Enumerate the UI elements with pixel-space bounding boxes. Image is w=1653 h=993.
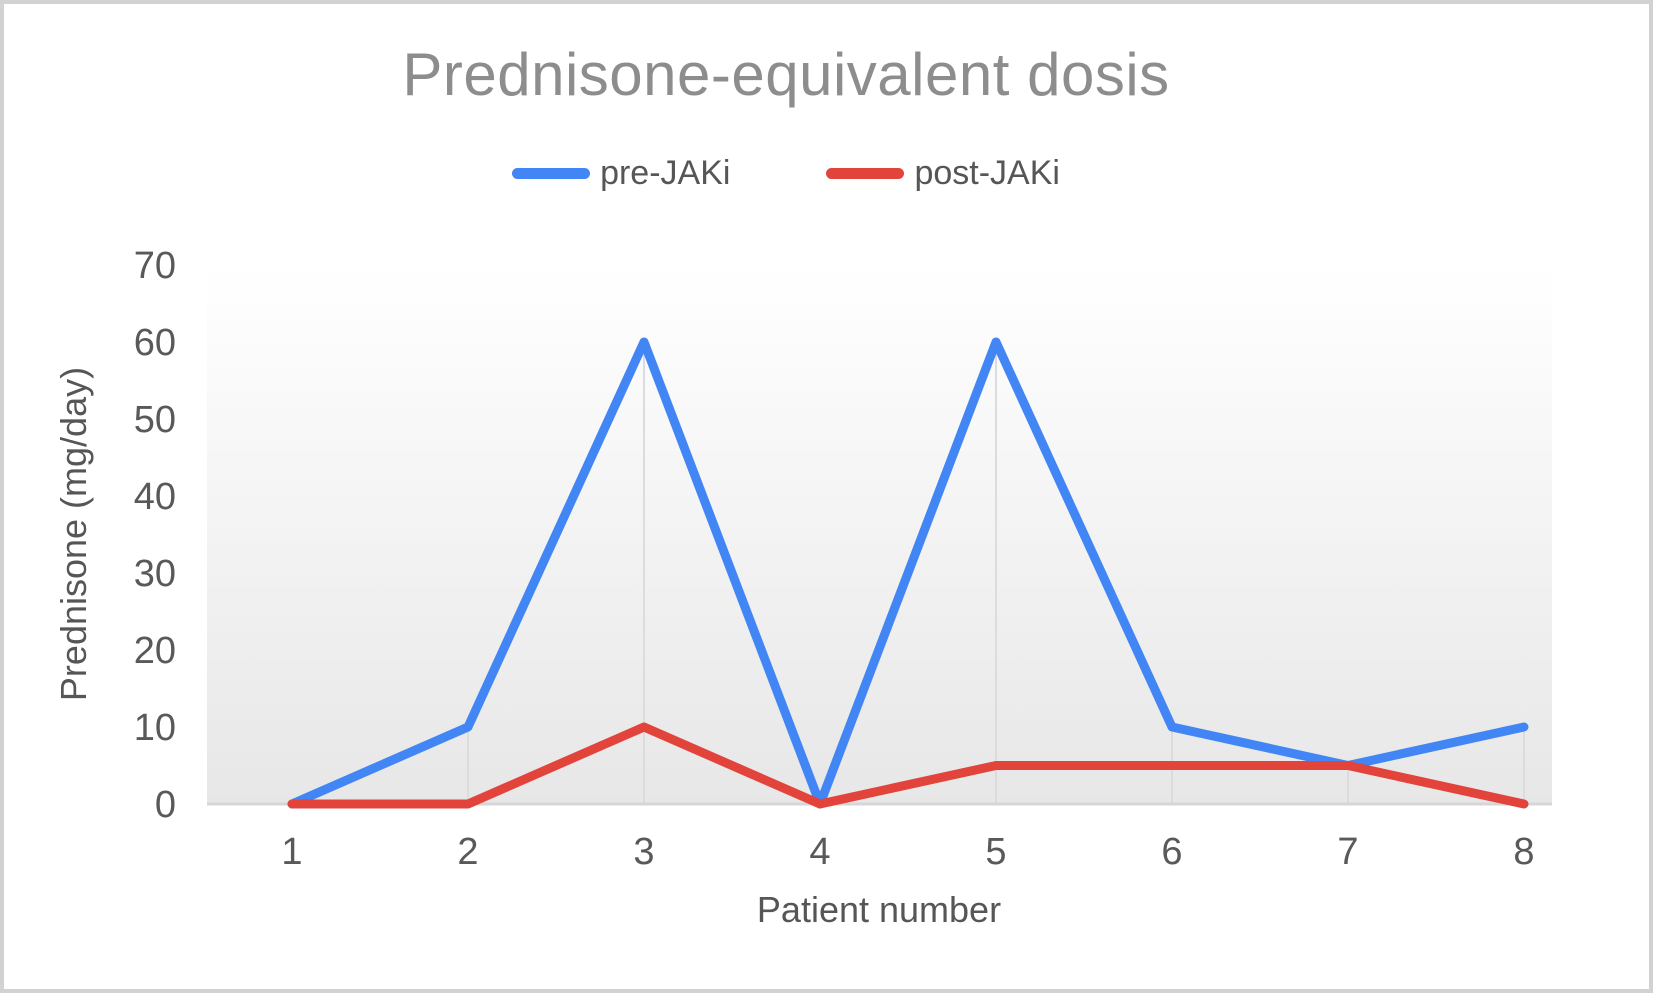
pre-jaki-swatch-icon — [512, 168, 591, 179]
y-axis-tick-label: 20 — [134, 630, 176, 672]
x-axis-tick-label: 5 — [985, 831, 1006, 873]
y-axis-tick-label: 70 — [134, 245, 176, 287]
legend-item-pre-jaki: pre-JAKi — [512, 154, 730, 193]
y-axis-tick-label: 0 — [155, 784, 176, 826]
x-axis-tick-label: 3 — [633, 831, 654, 873]
plot-background — [207, 265, 1552, 804]
y-axis-tick-label: 50 — [134, 399, 176, 441]
y-axis-tick-label: 10 — [134, 707, 176, 749]
x-axis-tick-label: 6 — [1161, 831, 1182, 873]
y-axis-tick-label: 30 — [134, 553, 176, 595]
x-axis-tick-label: 1 — [281, 831, 302, 873]
y-axis-title: Prednisone (mg/day) — [53, 367, 94, 701]
chart-title: Prednisone-equivalent dosis — [402, 41, 1170, 108]
legend-item-post-jaki: post-JAKi — [826, 154, 1060, 193]
x-axis-title: Patient number — [757, 889, 1001, 930]
x-axis-tick-label: 7 — [1337, 831, 1358, 873]
x-axis-tick-label: 8 — [1513, 831, 1534, 873]
post-jaki-swatch-icon — [826, 168, 905, 179]
legend: pre-JAKi post-JAKi — [4, 154, 1568, 193]
chart-canvas: 0 10 20 30 40 50 60 70 1 2 3 4 5 6 7 8 Patient number P… — [53, 245, 1552, 930]
y-axis-tick-label: 40 — [134, 476, 176, 518]
legend-label-post-jaki: post-JAKi — [914, 154, 1060, 192]
legend-label-pre-jaki: pre-JAKi — [600, 154, 731, 192]
x-axis-tick-label: 4 — [809, 831, 830, 873]
post-jaki-line — [287, 722, 1529, 809]
pre-jaki-line — [287, 337, 1529, 809]
x-axis-tick-label: 2 — [457, 831, 478, 873]
y-axis-tick-label: 60 — [134, 322, 176, 364]
